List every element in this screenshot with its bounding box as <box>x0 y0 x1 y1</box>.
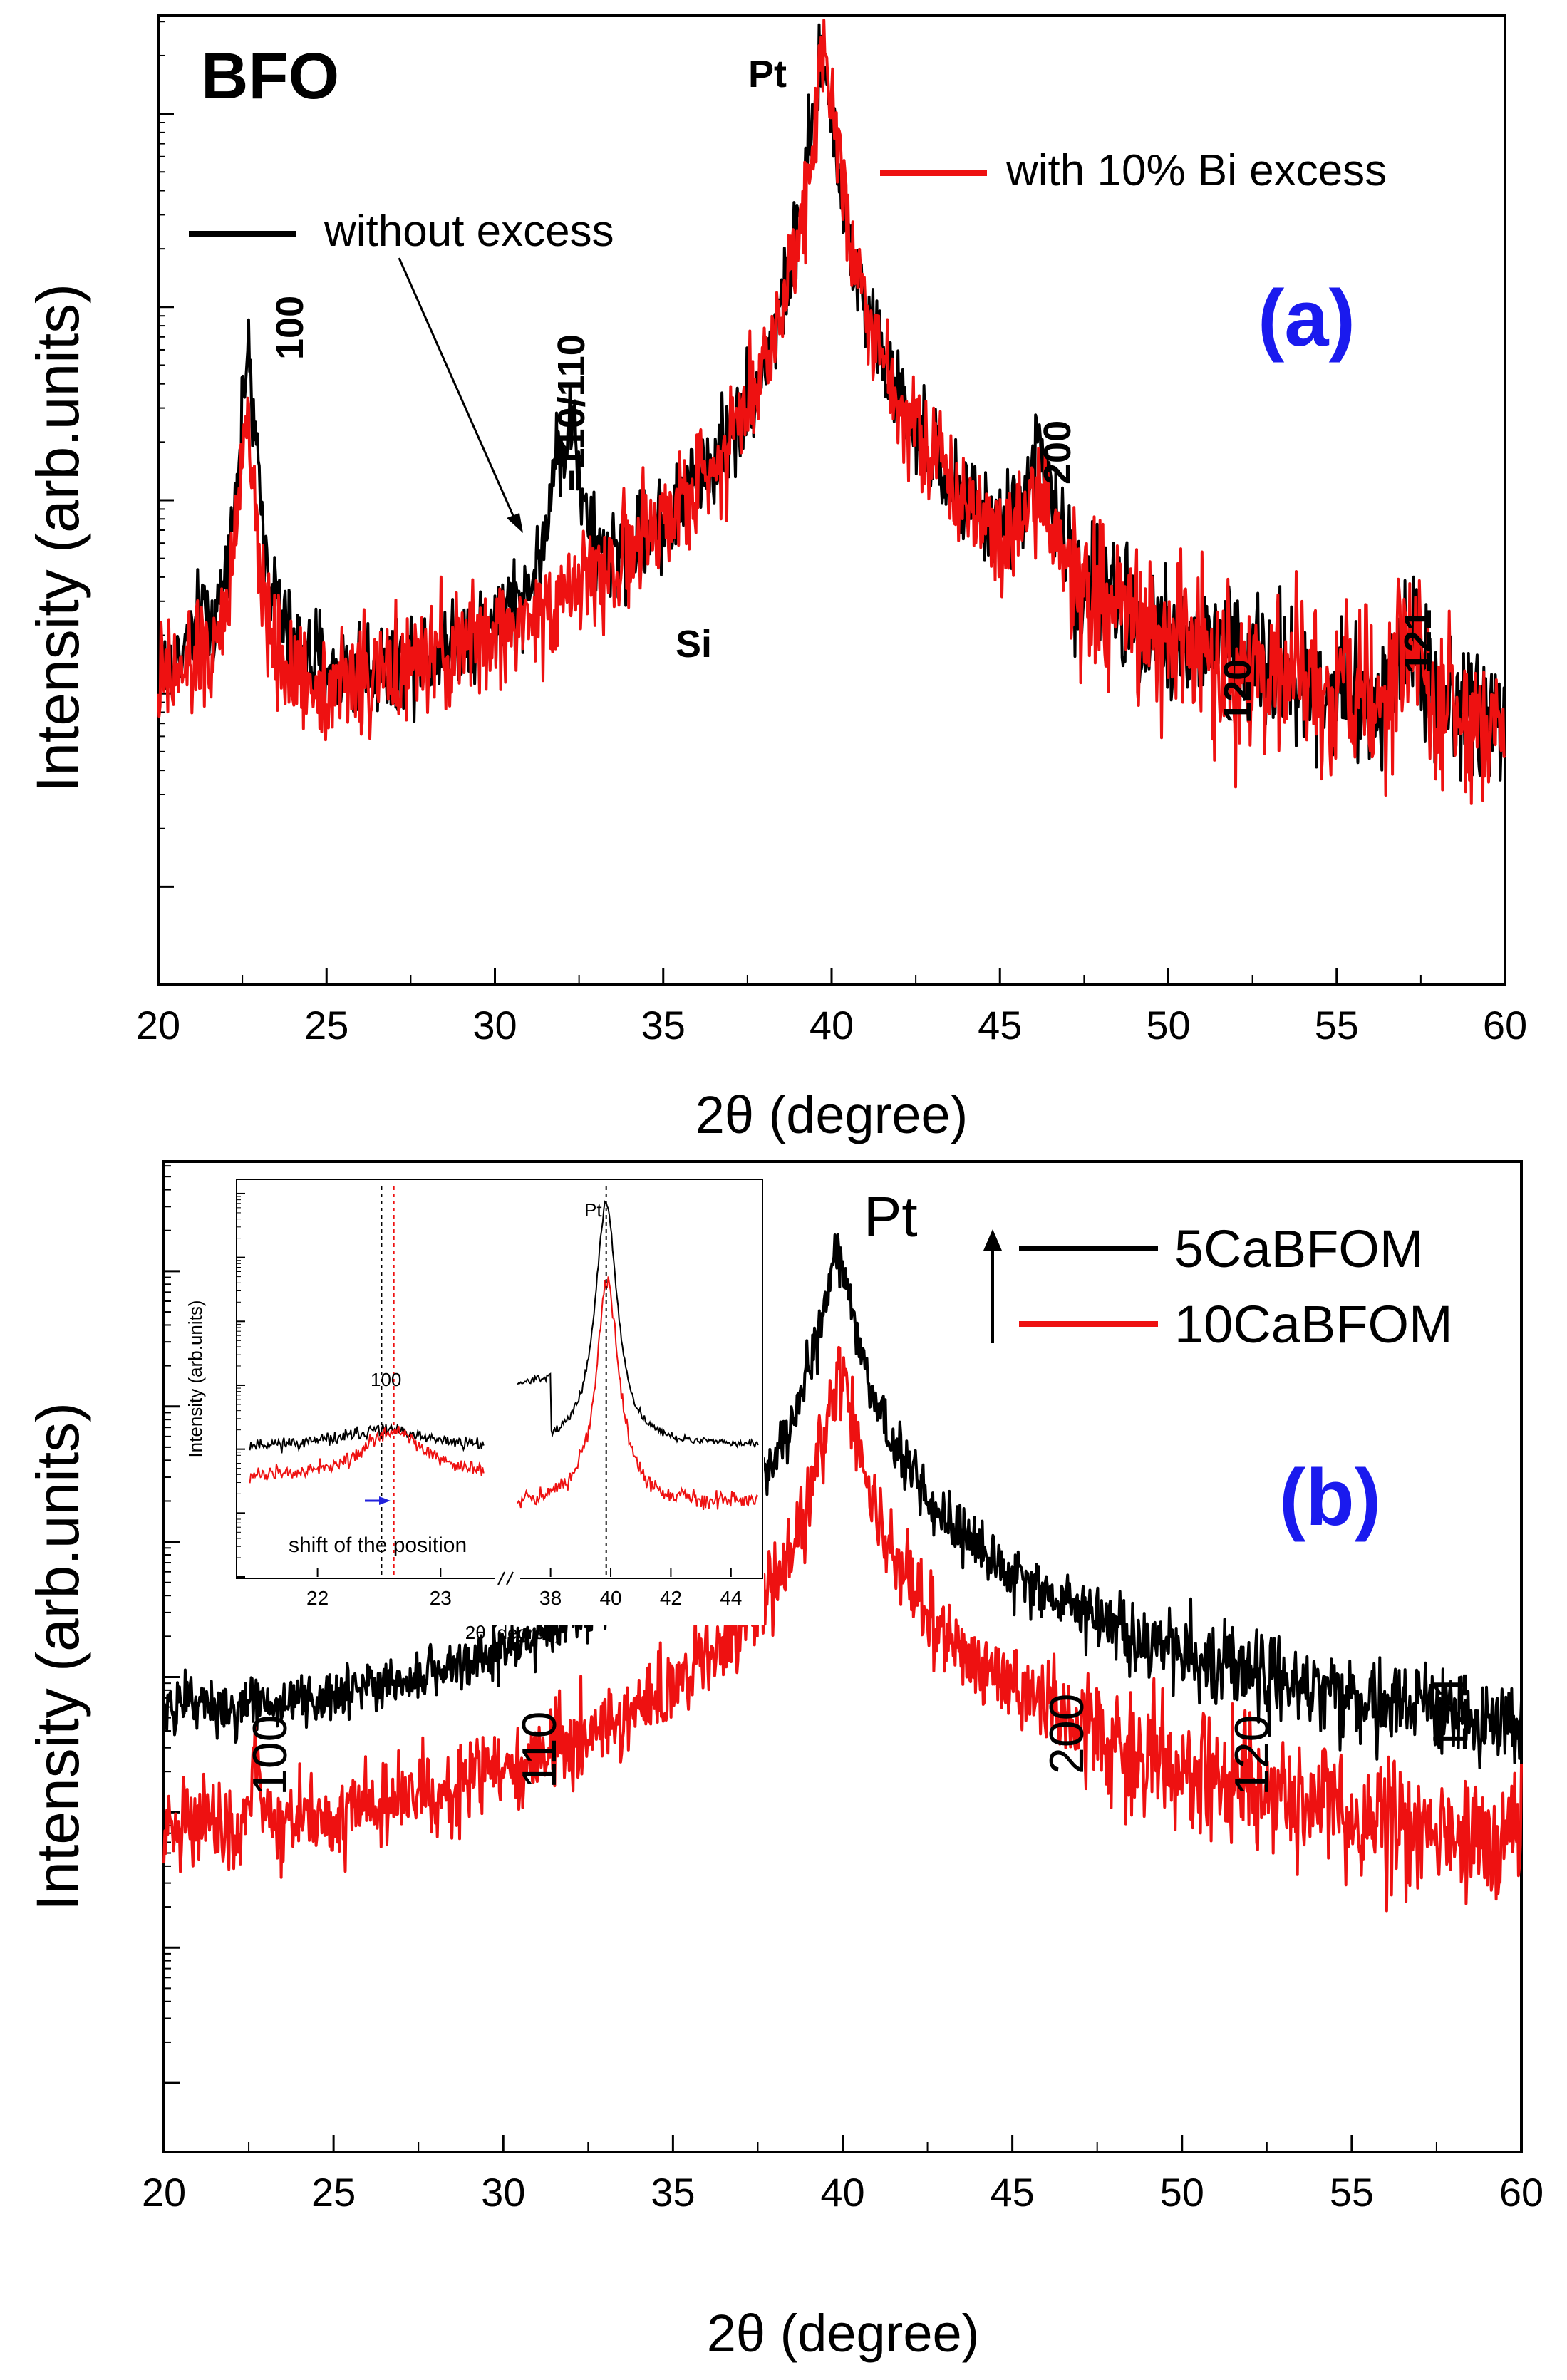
peak-label-si-a: Si <box>676 623 712 666</box>
panel-b-y-ticks <box>164 1165 180 2084</box>
x-tick-label: 55 <box>1330 2170 1374 2215</box>
inset-red-line-pt <box>517 1276 759 1510</box>
inset-markers <box>381 1186 607 1577</box>
peak-label-121-a: 121 <box>1397 609 1439 673</box>
legend-arrow-head <box>983 1229 1002 1251</box>
peak-label-110-b: 110 <box>512 1712 567 1789</box>
panel-b: 20 25 30 35 40 45 50 55 60 (b) 5CaBFOM 10CaBFOM … <box>24 1160 1543 2363</box>
inset-x-tick-label: 40 <box>599 1587 621 1609</box>
legend-label-without-excess: without excess <box>324 207 614 256</box>
inset-x-axis-title: 2θ (degree) <box>465 1622 561 1643</box>
series-line-10cabfom <box>162 1345 1523 1913</box>
panel-b-frame <box>162 1160 1523 2153</box>
peak-label-121-b: 121 <box>1423 1672 1477 1753</box>
panel-b-x-axis-title: 2θ (degree) <box>707 2304 980 2363</box>
peak-label-100-a: 100 <box>269 296 311 360</box>
inset-background <box>235 1177 764 1625</box>
panel-a-title: BFO <box>201 40 339 113</box>
x-tick-label: 50 <box>1160 2170 1204 2215</box>
inset-axis-break <box>495 1571 520 1585</box>
panel-a-y-axis-title: Intensity (arb.units) <box>24 284 91 792</box>
inset-y-ticks <box>237 1192 245 1578</box>
inset-series <box>249 1200 759 1510</box>
peak-label-120-b: 120 <box>1225 1715 1279 1796</box>
panel-b-x-ticks: 20 25 30 35 40 45 50 55 60 <box>142 2135 1543 2215</box>
panel-a-y-ticks <box>158 21 174 888</box>
inset-annotation: shift of the position <box>289 1533 467 1557</box>
inset-label-pt: Pt <box>584 1199 602 1221</box>
x-tick-label: 20 <box>136 1003 180 1047</box>
inset-red-line-100 <box>249 1426 485 1484</box>
inset-x-tick-label: 22 <box>306 1587 329 1609</box>
panel-a-tag: (a) <box>1258 274 1355 363</box>
x-tick-label: 35 <box>641 1003 686 1047</box>
inset-x-tick-label: 42 <box>660 1587 682 1609</box>
panel-a: 20 25 30 35 40 45 50 55 60 BFO (a) without exces… <box>24 14 1527 1144</box>
series-line-5cabfom <box>162 1233 1523 1769</box>
inset-label-100: 100 <box>371 1369 401 1390</box>
panel-b-y-axis-title: Intensity (arb.units) <box>24 1402 91 1911</box>
panel-b-series <box>162 1233 1523 1913</box>
x-tick-label: 45 <box>990 2170 1034 2215</box>
x-tick-label: 40 <box>820 2170 864 2215</box>
inset: 22 23 38 40 42 44 100 Pt shift of the positio… <box>185 1177 764 1643</box>
x-tick-label: 30 <box>472 1003 517 1047</box>
peak-label-110-a: −110/110 <box>550 334 593 492</box>
x-tick-label: 30 <box>481 2170 525 2215</box>
inset-x-tick-label: 23 <box>430 1587 452 1609</box>
peak-label-pt-b: Pt <box>864 1185 918 1248</box>
x-tick-label: 25 <box>311 2170 356 2215</box>
x-tick-label: 45 <box>978 1003 1022 1047</box>
x-tick-label: 60 <box>1483 1003 1527 1047</box>
panel-a-x-axis-title: 2θ (degree) <box>695 1085 968 1144</box>
x-tick-label: 55 <box>1315 1003 1359 1047</box>
inset-black-line-pt <box>517 1200 759 1449</box>
arrow-to-without-excess-line <box>398 257 516 519</box>
peak-label-200-b: 200 <box>1040 1694 1094 1774</box>
peak-label-100-b: 100 <box>243 1715 297 1796</box>
x-tick-label: 35 <box>651 2170 695 2215</box>
panel-a-series <box>157 19 1506 805</box>
inset-x-ticks: 22 23 38 40 42 44 <box>306 1568 742 1609</box>
peak-label-200-a: 200 <box>1036 420 1079 485</box>
inset-x-tick-label: 44 <box>720 1587 742 1609</box>
panel-a-x-ticks: 20 25 30 35 40 45 50 55 60 <box>136 968 1527 1047</box>
legend-label-5cabfom: 5CaBFOM <box>1174 1219 1424 1278</box>
series-line-with-10-bi-excess <box>157 19 1506 805</box>
arrow-head <box>507 513 523 533</box>
panel-b-tag: (b) <box>1279 1453 1381 1542</box>
x-tick-label: 60 <box>1499 2170 1543 2215</box>
x-tick-label: 50 <box>1146 1003 1190 1047</box>
x-tick-label: 25 <box>304 1003 348 1047</box>
legend-label-bi-excess: with 10% Bi excess <box>1005 146 1387 195</box>
peak-label-pt-a: Pt <box>748 53 787 95</box>
x-tick-label: 40 <box>810 1003 854 1047</box>
x-tick-label: 20 <box>142 2170 186 2215</box>
peak-label-120-a: 120 <box>1216 659 1259 723</box>
shift-arrow-icon <box>379 1496 391 1505</box>
legend-label-10cabfom: 10CaBFOM <box>1174 1295 1453 1354</box>
inset-y-axis-title: Intensity (arb.units) <box>185 1300 206 1457</box>
inset-x-tick-label: 38 <box>539 1587 562 1609</box>
inset-black-line-100 <box>249 1423 485 1454</box>
